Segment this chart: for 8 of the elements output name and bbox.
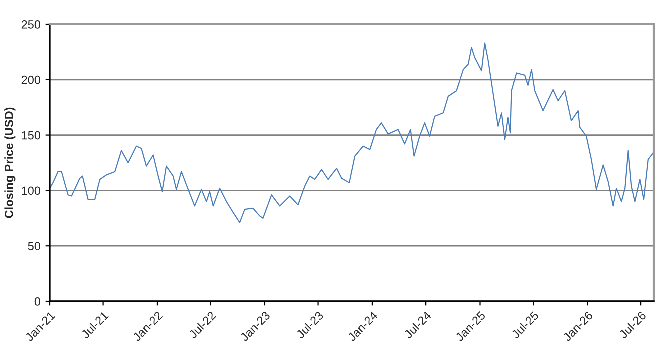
- y-axis-title: Closing Price (USD): [4, 108, 16, 218]
- y-tick-label: 0: [34, 298, 41, 306]
- y-tick-label: 200: [22, 76, 41, 84]
- y-tick-label: 50: [28, 242, 41, 250]
- line-series: [50, 42, 654, 224]
- y-tick-label: 250: [22, 20, 41, 29]
- y-tick-label: 150: [22, 131, 41, 140]
- y-tick-label: 100: [22, 186, 41, 196]
